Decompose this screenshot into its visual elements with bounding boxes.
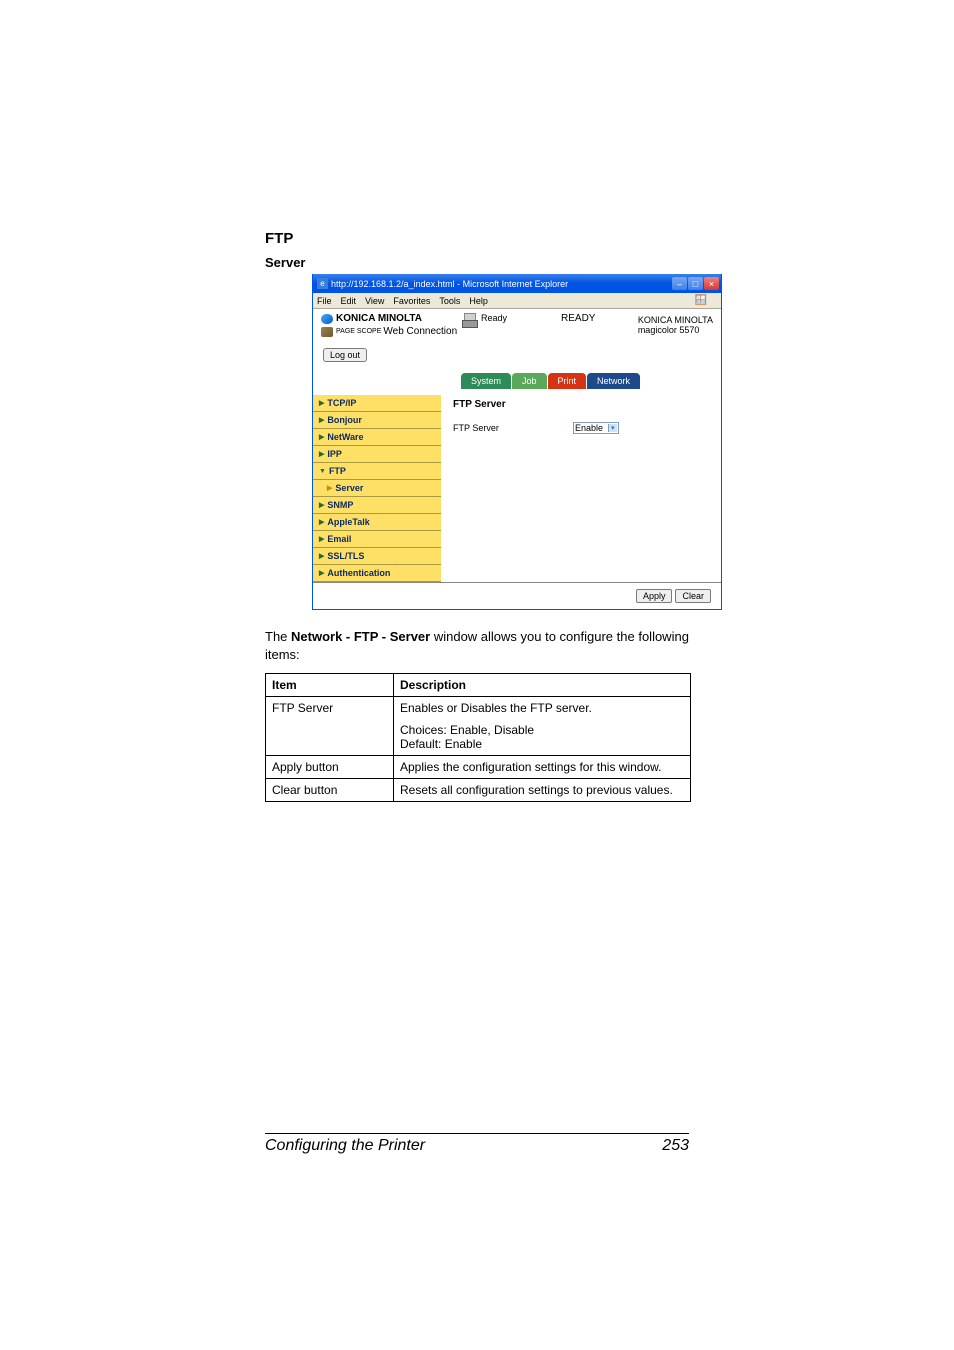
body-text: The Network - FTP - Server window allows… (265, 628, 689, 663)
model-label: KONICA MINOLTA magicolor 5570 (638, 313, 713, 337)
clear-button[interactable]: Clear (675, 589, 711, 603)
menu-favorites[interactable]: Favorites (393, 296, 430, 306)
table-cell: Apply button (266, 756, 394, 779)
printer-icon (461, 313, 477, 327)
tab-job[interactable]: Job (512, 373, 547, 389)
table-cell: FTP Server (266, 697, 394, 756)
table-cell: Choices: Enable, Disable Default: Enable (394, 719, 691, 756)
konica-logo-icon (321, 314, 333, 324)
table-cell: Resets all configuration settings to pre… (394, 779, 691, 802)
menubar: File Edit View Favorites Tools Help 🪟 (313, 293, 721, 309)
section-heading-server: Server (265, 255, 689, 270)
minimize-button[interactable]: – (672, 277, 687, 290)
chevron-right-icon: ▶ (319, 518, 324, 526)
ie-icon: e (317, 278, 328, 289)
close-button[interactable]: × (704, 277, 719, 290)
tab-system[interactable]: System (461, 373, 511, 389)
pagescope-logo-icon (321, 327, 333, 337)
sidebar-item-ipp[interactable]: ▶IPP (313, 446, 441, 463)
ie-logo-icon: 🪟 (694, 294, 708, 308)
window-title: http://192.168.1.2/a_index.html - Micros… (331, 279, 568, 289)
chevron-right-icon: ▶ (319, 569, 324, 577)
table-header-description: Description (394, 674, 691, 697)
brand-pagescope: PAGE SCOPEWeb Connection (321, 326, 461, 337)
sidebar-item-appletalk[interactable]: ▶AppleTalk (313, 514, 441, 531)
menu-tools[interactable]: Tools (439, 296, 460, 306)
sidebar-item-ftp-server[interactable]: ▶Server (313, 480, 441, 497)
sidebar: ▶TCP/IP ▶Bonjour ▶NetWare ▶IPP ▼FTP ▶Ser… (313, 395, 441, 582)
menu-file[interactable]: File (317, 296, 332, 306)
panel-title: FTP Server (453, 399, 711, 410)
chevron-right-icon: ▶ (319, 416, 324, 424)
maximize-button[interactable]: □ (688, 277, 703, 290)
chevron-right-icon: ▶ (319, 501, 324, 509)
footer-page-number: 253 (662, 1137, 689, 1155)
tab-print[interactable]: Print (548, 373, 587, 389)
apply-button[interactable]: Apply (636, 589, 673, 603)
tab-network[interactable]: Network (587, 373, 640, 389)
table-row: Apply button Applies the configuration s… (266, 756, 691, 779)
brand-konica: KONICA MINOLTA (321, 313, 461, 324)
chevron-right-icon: ▶ (327, 484, 332, 492)
table-cell: Enables or Disables the FTP server. (394, 697, 691, 720)
chevron-right-icon: ▶ (319, 535, 324, 543)
table-row: Clear button Resets all configuration se… (266, 779, 691, 802)
chevron-down-icon: ▼ (319, 468, 326, 475)
titlebar: e http://192.168.1.2/a_index.html - Micr… (313, 274, 721, 293)
section-heading-ftp: FTP (265, 230, 689, 247)
table-cell: Clear button (266, 779, 394, 802)
chevron-right-icon: ▶ (319, 399, 324, 407)
sidebar-item-authentication[interactable]: ▶Authentication (313, 565, 441, 582)
logout-button[interactable]: Log out (323, 348, 367, 362)
description-table: Item Description FTP Server Enables or D… (265, 673, 691, 802)
menu-edit[interactable]: Edit (341, 296, 357, 306)
sidebar-item-ssltls[interactable]: ▶SSL/TLS (313, 548, 441, 565)
chevron-right-icon: ▶ (319, 552, 324, 560)
chevron-right-icon: ▶ (319, 450, 324, 458)
sidebar-item-ftp[interactable]: ▼FTP (313, 463, 441, 480)
ftp-server-dropdown[interactable]: Enable ▾ (573, 422, 619, 434)
chevron-right-icon: ▶ (319, 433, 324, 441)
page-footer: Configuring the Printer 253 (265, 1133, 689, 1155)
status-text: READY (561, 313, 595, 324)
menu-view[interactable]: View (365, 296, 384, 306)
sidebar-item-bonjour[interactable]: ▶Bonjour (313, 412, 441, 429)
table-header-item: Item (266, 674, 394, 697)
footer-title: Configuring the Printer (265, 1137, 425, 1155)
menu-help[interactable]: Help (469, 296, 488, 306)
sidebar-item-snmp[interactable]: ▶SNMP (313, 497, 441, 514)
sidebar-item-tcpip[interactable]: ▶TCP/IP (313, 395, 441, 412)
status-label: Ready (481, 313, 507, 323)
table-cell: Applies the configuration settings for t… (394, 756, 691, 779)
chevron-down-icon: ▾ (608, 424, 617, 432)
ie-window: e http://192.168.1.2/a_index.html - Micr… (312, 274, 722, 610)
sidebar-item-email[interactable]: ▶Email (313, 531, 441, 548)
table-row: FTP Server Enables or Disables the FTP s… (266, 697, 691, 720)
sidebar-item-netware[interactable]: ▶NetWare (313, 429, 441, 446)
form-label-ftpserver: FTP Server (453, 423, 573, 433)
